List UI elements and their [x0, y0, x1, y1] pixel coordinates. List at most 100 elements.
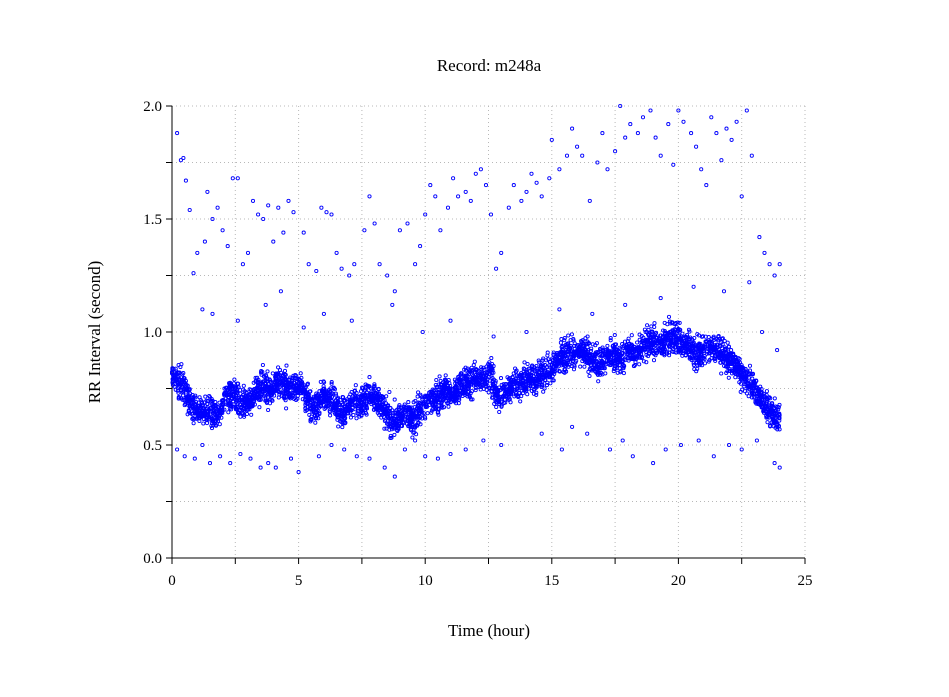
- data-point: [736, 364, 741, 369]
- data-point: [613, 149, 618, 154]
- data-point: [204, 417, 209, 422]
- data-point: [687, 329, 692, 334]
- data-point: [369, 392, 374, 397]
- data-point: [420, 329, 425, 335]
- data-point: [714, 131, 719, 136]
- data-point: [693, 350, 698, 355]
- data-point: [250, 403, 255, 408]
- data-point: [536, 358, 541, 363]
- data-point: [667, 319, 672, 324]
- data-point: [509, 382, 514, 387]
- data-point: [215, 205, 220, 210]
- data-point: [726, 344, 731, 349]
- data-point: [280, 383, 285, 388]
- data-point: [390, 410, 395, 416]
- data-point: [661, 349, 666, 354]
- data-point: [603, 371, 608, 376]
- data-point: [465, 389, 470, 394]
- data-point: [529, 388, 534, 393]
- data-point: [698, 361, 703, 366]
- data-point: [551, 352, 556, 357]
- data-point: [555, 360, 560, 365]
- data-point: [533, 368, 538, 373]
- data-point: [601, 351, 606, 356]
- data-point: [605, 167, 610, 172]
- data-point: [463, 447, 468, 452]
- data-point: [473, 171, 478, 176]
- data-point: [481, 438, 486, 443]
- data-point: [396, 425, 401, 431]
- data-point: [200, 307, 205, 312]
- data-point: [668, 337, 673, 342]
- data-point: [677, 343, 682, 348]
- data-point: [463, 373, 468, 378]
- data-point: [543, 373, 548, 378]
- data-point: [561, 354, 566, 359]
- data-point: [649, 324, 654, 329]
- data-point: [765, 407, 770, 412]
- data-point: [334, 405, 339, 410]
- data-point: [411, 430, 416, 435]
- data-point: [772, 408, 777, 414]
- data-point: [699, 167, 704, 172]
- data-point: [617, 356, 622, 361]
- data-point: [423, 405, 428, 410]
- data-point: [379, 407, 384, 413]
- data-point: [676, 349, 681, 354]
- data-point: [709, 350, 714, 355]
- data-point: [434, 377, 439, 383]
- data-point: [288, 394, 293, 399]
- data-point: [504, 390, 510, 395]
- data-point: [745, 386, 750, 391]
- data-point: [551, 361, 556, 366]
- data-point: [539, 194, 544, 199]
- data-point: [317, 389, 322, 394]
- data-point: [747, 363, 753, 368]
- data-point: [384, 426, 389, 431]
- data-point: [349, 318, 354, 323]
- data-point: [215, 415, 220, 420]
- data-point: [236, 381, 241, 386]
- data-point: [626, 336, 631, 341]
- data-point: [248, 387, 254, 392]
- data-point: [489, 356, 494, 361]
- data-point: [520, 377, 525, 382]
- data-point: [640, 115, 646, 120]
- data-point: [436, 387, 441, 392]
- data-point: [570, 424, 575, 429]
- data-point: [342, 447, 347, 452]
- data-point: [666, 331, 671, 336]
- data-point: [270, 371, 275, 376]
- data-point: [617, 362, 622, 367]
- data-point: [231, 391, 236, 396]
- data-point: [640, 348, 645, 353]
- data-point: [677, 320, 682, 325]
- data-point: [248, 392, 253, 398]
- data-point: [466, 386, 471, 391]
- data-point: [566, 333, 571, 338]
- data-point: [613, 349, 618, 354]
- data-point: [288, 456, 294, 461]
- data-point: [499, 250, 504, 255]
- data-point: [243, 394, 248, 399]
- data-point: [435, 410, 440, 415]
- data-point: [553, 354, 559, 359]
- data-point: [350, 400, 355, 405]
- data-point: [217, 410, 222, 415]
- data-point: [452, 397, 457, 402]
- data-point: [321, 311, 326, 316]
- data-point: [574, 344, 579, 349]
- data-point: [202, 400, 207, 405]
- data-point: [199, 415, 204, 420]
- data-point: [189, 403, 194, 408]
- data-point: [753, 398, 758, 403]
- data-point: [399, 423, 404, 428]
- data-point: [276, 379, 281, 384]
- data-point: [612, 345, 617, 350]
- data-point: [709, 340, 714, 345]
- data-point: [460, 379, 465, 384]
- data-point: [534, 180, 539, 185]
- data-point: [634, 347, 639, 352]
- data-point: [190, 415, 196, 421]
- data-point: [629, 342, 634, 347]
